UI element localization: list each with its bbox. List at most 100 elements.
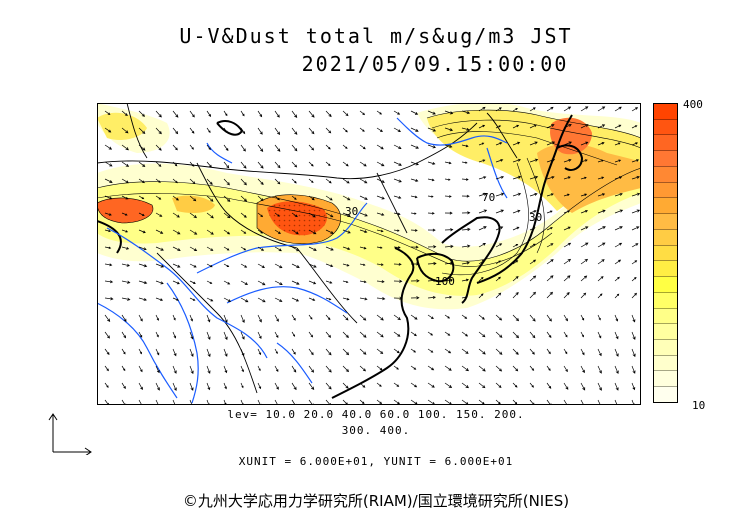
colorbar-segment <box>654 340 677 356</box>
wind-arrow <box>614 192 623 197</box>
wind-arrow <box>376 127 383 132</box>
wind-arrow <box>410 161 419 166</box>
wind-arrow <box>512 226 520 231</box>
wind-arrow <box>597 314 601 321</box>
wind-arrow <box>563 331 568 338</box>
wind-arrow <box>631 209 641 214</box>
contour-lines <box>97 109 641 276</box>
wind-arrow <box>495 226 504 231</box>
wind-arrow <box>206 127 211 134</box>
wind-arrow <box>308 365 315 373</box>
colorbar-segment <box>654 229 677 246</box>
wind-arrow <box>461 261 470 265</box>
wind-arrow <box>512 331 520 339</box>
colorbar-segment <box>654 245 677 262</box>
wind-arrow <box>342 297 350 301</box>
wind-arrow <box>478 226 487 231</box>
wind-arrow <box>274 110 280 118</box>
wind-arrow <box>325 331 332 338</box>
wind-arrow <box>359 365 367 372</box>
wind-arrow <box>427 127 437 132</box>
wind-arrow <box>155 382 160 391</box>
wind-arrow <box>444 314 450 319</box>
wind-arrow <box>614 331 619 340</box>
wind-arrow <box>614 365 619 375</box>
wind-arrow <box>359 280 367 284</box>
wind-arrow <box>189 127 195 134</box>
wind-arrow <box>563 124 572 129</box>
wind-arrow <box>461 161 468 164</box>
wind-arrow <box>393 178 402 183</box>
wind-arrow <box>512 399 518 405</box>
wind-arrow <box>546 314 552 322</box>
wind-arrow <box>121 246 130 250</box>
wind-arrow <box>614 142 621 146</box>
wind-arrow <box>512 348 519 355</box>
wind-arrow <box>529 243 536 248</box>
wind-arrow <box>342 110 349 117</box>
wind-arrow <box>206 161 212 168</box>
wind-arrow <box>410 245 419 249</box>
wind-arrow <box>563 258 572 265</box>
wind-arrow <box>512 292 519 299</box>
wind-arrow <box>461 295 468 299</box>
wind-arrow <box>308 382 315 391</box>
wind-arrow <box>206 348 211 358</box>
wind-arrow <box>104 229 111 233</box>
wind-arrow <box>614 159 622 163</box>
wind-arrow <box>240 280 249 285</box>
wind-arrow <box>597 382 602 391</box>
wind-arrow <box>291 246 300 252</box>
wind-arrow <box>597 242 606 248</box>
wind-arrow <box>597 293 603 299</box>
wind-arrow <box>512 260 519 265</box>
wind-arrow <box>291 178 297 184</box>
wind-arrow <box>376 365 383 371</box>
wind-arrow <box>206 314 211 323</box>
wind-arrow <box>427 178 435 182</box>
wind-arrow <box>325 110 332 118</box>
wind-arrow <box>376 263 384 266</box>
dust-core-japan <box>550 117 592 155</box>
wind-arrow <box>172 195 179 201</box>
wind-arrow <box>206 263 213 268</box>
wind-arrow <box>546 141 556 146</box>
wind-arrow <box>631 260 638 265</box>
wind-arrow <box>121 331 127 339</box>
wind-arrow <box>121 110 128 117</box>
wind-arrow <box>155 348 160 356</box>
wind-arrow <box>104 382 109 388</box>
wind-arrow <box>172 348 177 357</box>
wind-arrow <box>274 229 281 234</box>
wind-arrow <box>444 144 453 148</box>
wind-arrow <box>427 261 437 266</box>
wind-arrow <box>495 125 502 129</box>
wind-arrow <box>563 242 572 248</box>
wind-arrow <box>104 144 113 150</box>
wind-arrow <box>444 348 452 354</box>
wind-arrow <box>580 331 584 338</box>
wind-arrow <box>104 331 110 339</box>
wind-arrow <box>172 161 178 167</box>
wind-arrow <box>376 280 385 284</box>
wind-arrow <box>240 110 245 117</box>
wind-arrow <box>189 110 195 118</box>
wind-arrow <box>563 365 568 373</box>
wind-arrow <box>308 161 314 167</box>
wind-arrow <box>274 178 281 185</box>
chart-datetime: 2021/05/09.15:00:00 <box>301 52 569 76</box>
wind-arrow <box>172 365 177 374</box>
wind-arrow <box>325 280 333 284</box>
wind-arrow <box>342 365 350 373</box>
wind-arrow <box>461 194 470 198</box>
wind-arrow <box>240 348 245 357</box>
wind-arrow <box>631 175 640 180</box>
wind-arrow <box>104 280 114 284</box>
wind-arrow <box>546 365 551 371</box>
wind-arrow <box>308 280 317 285</box>
wind-arrow <box>444 244 454 249</box>
wind-arrow <box>274 314 279 322</box>
wind-arrow <box>206 246 214 251</box>
wind-arrow <box>580 226 589 231</box>
wind-arrow <box>172 110 179 118</box>
